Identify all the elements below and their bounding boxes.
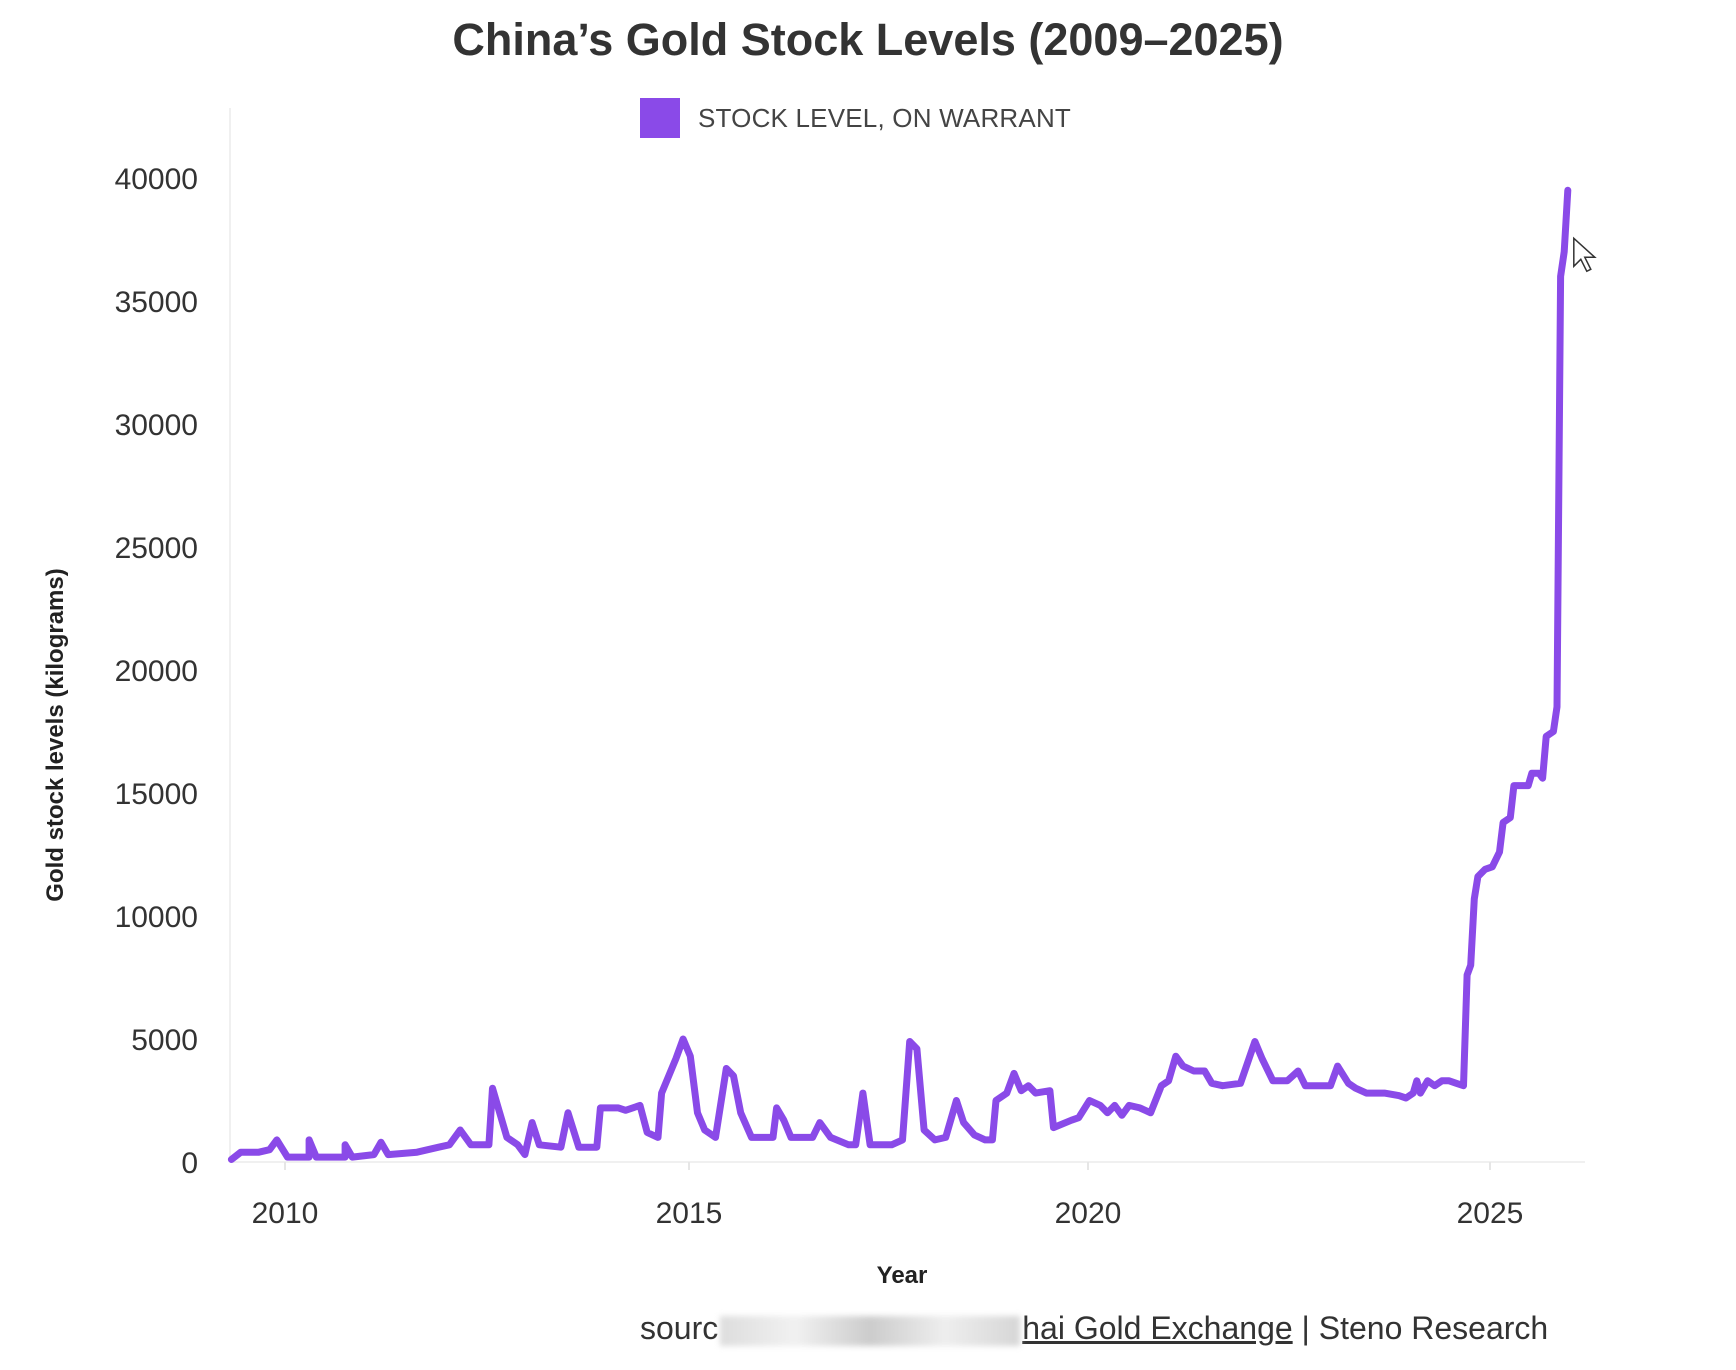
source-note: sourc hai Gold Exchange | Steno Research	[640, 1310, 1548, 1347]
x-tick-label: 2010	[252, 1197, 319, 1230]
blurred-region	[720, 1315, 1021, 1346]
x-axis-title: Year	[877, 1262, 928, 1289]
y-tick-label: 30000	[115, 409, 198, 442]
y-axis-title: Gold stock levels (kilograms)	[42, 568, 69, 901]
tick-labels: 0 5000 10000 15000 20000 25000 30000 35000 40000…	[115, 163, 1524, 1230]
y-tick-label: 10000	[115, 901, 198, 934]
y-tick-label: 5000	[131, 1024, 198, 1057]
series-line	[227, 186, 1572, 1163]
x-tick-label: 2020	[1055, 1197, 1122, 1230]
y-tick-label: 0	[181, 1147, 198, 1180]
axes	[229, 108, 1585, 1170]
x-tick-label: 2015	[656, 1197, 723, 1230]
legend: STOCK LEVEL, ON WARRANT	[640, 98, 1071, 138]
source-prefix: sourc	[640, 1310, 719, 1346]
source-link[interactable]: hai Gold Exchange	[1022, 1310, 1293, 1346]
y-tick-label: 25000	[115, 532, 198, 565]
y-tick-label: 15000	[115, 778, 198, 811]
y-axis-title-group: Gold stock levels (kilograms)	[42, 568, 69, 901]
y-tick-label: 35000	[115, 286, 198, 319]
y-tick-label: 20000	[115, 655, 198, 688]
legend-label: STOCK LEVEL, ON WARRANT	[698, 102, 1072, 133]
y-tick-label: 40000	[115, 163, 198, 196]
series-layer	[227, 186, 1597, 1163]
chart-title: China’s Gold Stock Levels (2009–2025)	[452, 14, 1284, 65]
cursor-icon	[1573, 236, 1597, 273]
x-tick-label: 2025	[1457, 1197, 1524, 1230]
source-suffix: | Steno Research	[1292, 1310, 1549, 1346]
legend-swatch	[640, 98, 680, 138]
